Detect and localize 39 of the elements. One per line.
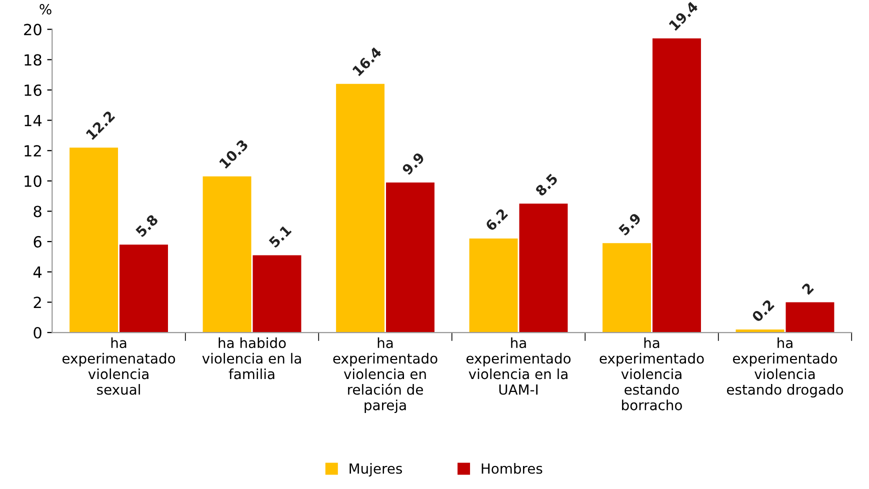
y-tick-label: 8 [34,206,42,218]
y-tick-label: 14 [24,114,42,126]
data-label: 9.9 [401,152,426,176]
x-tick-label: ha experimentado violencia en la UAM-I [466,337,571,395]
y-tick-label: 4 [33,266,42,278]
data-label: 6.2 [484,208,508,232]
bar [70,148,118,333]
y-tick-label: 0 [34,326,42,339]
x-tick-label: ha experimenatado violencia sexual [62,337,176,395]
bar [202,176,252,333]
data-label: 0.2 [751,299,775,323]
y-axis-title: % [40,4,52,15]
data-label: 5.8 [135,214,159,238]
bar [519,204,568,333]
y-tick-label: 12 [24,145,41,156]
bar [786,302,834,333]
bar [386,182,434,333]
x-tick-label: ha experimentado violencia en relación de pareja [333,337,438,414]
bar [252,255,302,333]
x-tick-label: ha experimentado violencia estando borracho [600,337,704,410]
data-label: 5.1 [268,224,292,248]
data-label: 5.9 [618,212,642,236]
bar [336,84,385,333]
x-tick-label: ha habido violencia en la familia [202,337,301,380]
bar [602,243,651,333]
legend-label: Hombres [482,463,542,474]
y-tick-label: 16 [24,84,42,96]
x-tick-label: ha experimentado violencia estando drogado [726,337,844,398]
bar [469,238,518,333]
bar [652,38,701,333]
y-tick-label: 10 [24,175,42,187]
y-tick-label: 6 [34,236,42,248]
y-tick-label: 20 [24,24,42,36]
data-label: 2 [801,282,814,295]
data-label: 8.5 [534,173,558,197]
y-tick-label: 18 [24,54,42,66]
legend-label: Mujeres [350,463,402,476]
y-tick-label: 2 [34,296,41,308]
bar [120,244,168,333]
